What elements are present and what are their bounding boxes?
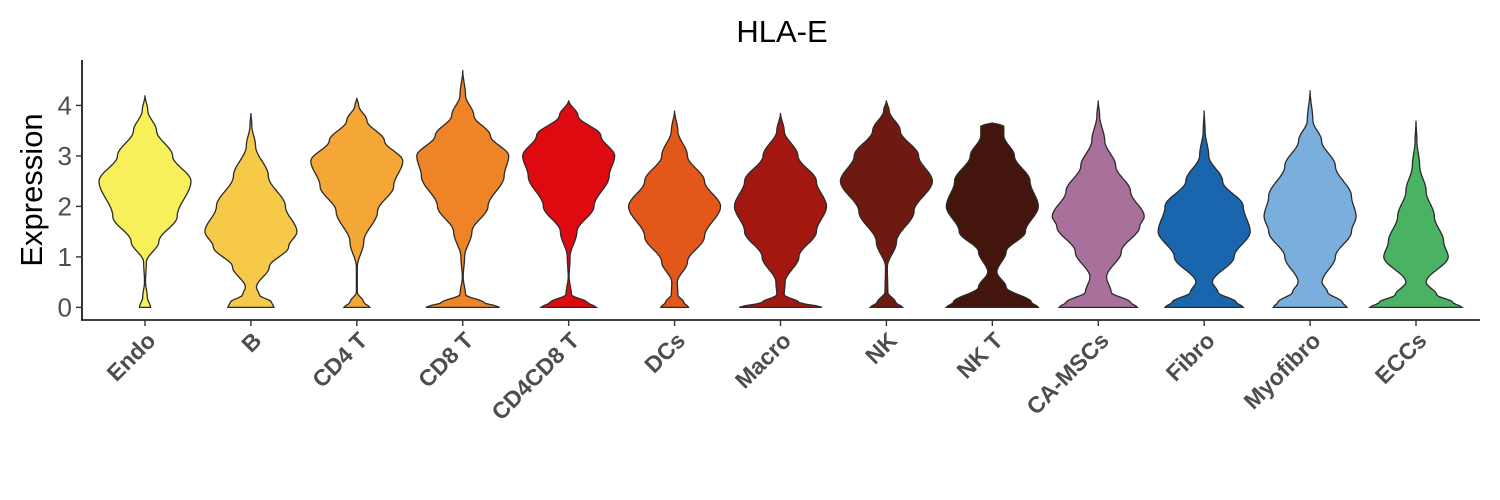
chart-title: HLA-E (736, 14, 827, 49)
x-tick-label: Myofibro (1239, 327, 1326, 414)
violin-cd4cd8-t (522, 100, 616, 309)
violin-dcs (627, 110, 722, 309)
x-tick-label: Fibro (1161, 327, 1220, 386)
violin-cd4-t (310, 97, 404, 309)
x-tick-label: CA-MSCs (1021, 327, 1113, 419)
x-ticks: Endo B CD4 T CD8 T CD4CD8 T DCs Macro NK NK T CA-… (101, 320, 1432, 425)
x-tick-label: CD4CD8 T (486, 327, 584, 425)
violin-eccs (1368, 120, 1464, 309)
violin-nk-t (944, 122, 1040, 309)
violin-myofibro (1263, 90, 1357, 309)
violin-endo (98, 95, 192, 309)
y-tick-label: 3 (58, 141, 72, 171)
violin-b (204, 112, 298, 309)
y-axis-label: Expression (14, 113, 49, 266)
x-tick-label: CD8 T (413, 327, 478, 392)
x-tick-label: CD4 T (307, 327, 372, 392)
y-tick-label: 0 (58, 292, 72, 322)
y-tick-label: 1 (58, 242, 72, 272)
x-tick-label: DCs (639, 327, 690, 378)
x-tick-label: NK (860, 327, 902, 369)
x-tick-label: B (236, 327, 266, 357)
violin-fibro (1157, 110, 1251, 309)
violin-nk (839, 100, 934, 309)
violins-layer (98, 70, 1464, 309)
x-tick-label: ECCs (1370, 327, 1432, 389)
x-tick-label: Macro (730, 327, 796, 393)
x-tick-label: NK T (952, 327, 1008, 383)
violin-ca-mscs (1051, 100, 1145, 309)
y-tick-label: 2 (58, 191, 72, 221)
violin-cd8-t (416, 70, 510, 309)
y-tick-label: 4 (58, 90, 72, 120)
violin-macro (733, 112, 828, 309)
y-ticks: 0 1 2 3 4 (58, 90, 82, 322)
x-tick-label: Endo (101, 327, 160, 386)
